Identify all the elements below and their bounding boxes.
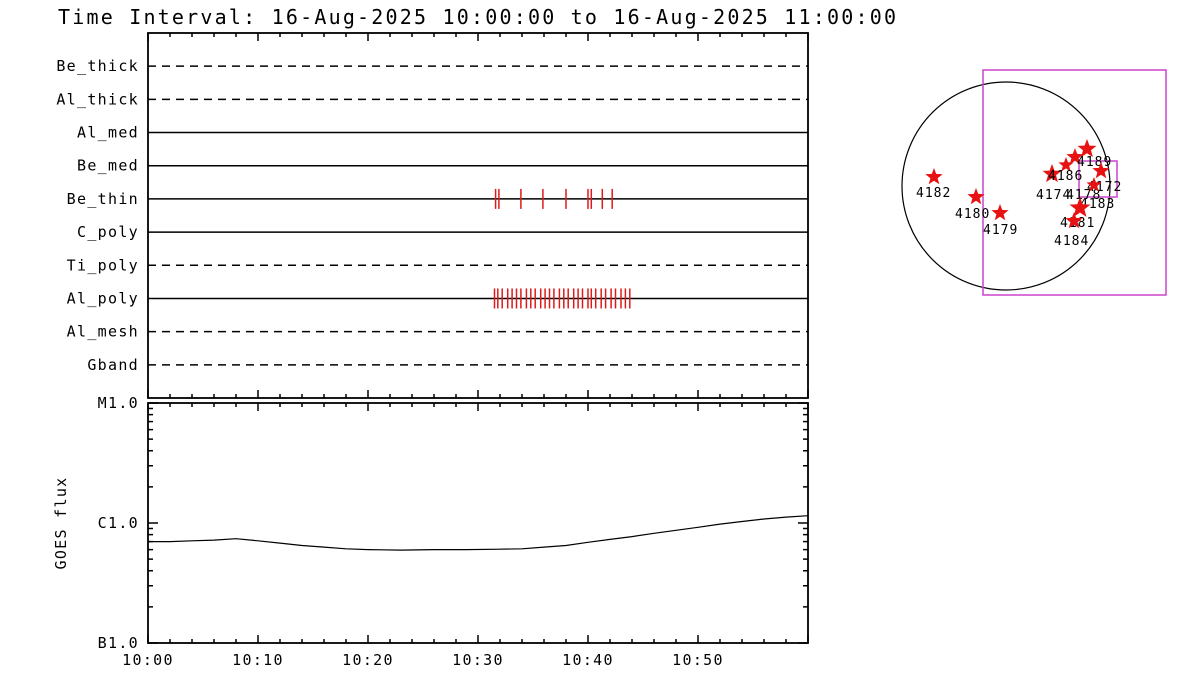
- active-region-star-4183: [1086, 177, 1102, 192]
- goes-x-label: 10:30: [452, 651, 504, 669]
- goes-y-label-B1.0: B1.0: [98, 634, 139, 652]
- goes-x-label: 10:40: [562, 651, 614, 669]
- goes-x-label: 10:50: [672, 651, 724, 669]
- active-region-star-4184: [1065, 212, 1083, 229]
- fov-box-1: [982, 69, 1167, 296]
- active-region-star-4182: [925, 168, 943, 185]
- goes-panel-border: [147, 402, 809, 644]
- active-region-star-4178: [1066, 148, 1084, 165]
- channel-label-Ti_poly: Ti_poly: [67, 256, 139, 274]
- channel-label-Al_poly: Al_poly: [67, 289, 139, 307]
- active-region-label-4186: 4186: [1048, 169, 1083, 184]
- channel-label-Gband: Gband: [87, 356, 139, 374]
- time-interval-title: Time Interval: 16-Aug-2025 10:00:00 to 1…: [58, 5, 899, 29]
- channel-label-C_poly: C_poly: [77, 223, 139, 241]
- active-region-label-4183: 4183: [1080, 197, 1115, 212]
- active-region-label-4184: 4184: [1054, 234, 1089, 249]
- active-region-label-4189: 4189: [1077, 155, 1112, 170]
- active-region-star-4189: [1077, 139, 1097, 158]
- active-region-star-4179: [991, 204, 1009, 221]
- goes-y-label-M1.0: M1.0: [98, 394, 139, 412]
- channel-label-Al_thick: Al_thick: [56, 90, 139, 108]
- goes-flux-curve: [148, 515, 809, 551]
- active-region-label-4178: 4178: [1066, 188, 1101, 203]
- active-region-label-4174: 4174: [1036, 188, 1071, 203]
- goes-y-label-C1.0: C1.0: [98, 514, 139, 532]
- channel-label-Be_thin: Be_thin: [67, 190, 139, 208]
- solar-limb-circle: [901, 81, 1111, 291]
- fov-box-2: [1078, 160, 1118, 198]
- active-region-label-4180: 4180: [955, 207, 990, 222]
- active-region-label-4182: 4182: [916, 186, 951, 201]
- goes-x-label: 10:20: [342, 651, 394, 669]
- active-region-star-4172: [1092, 162, 1110, 179]
- channel-label-Al_med: Al_med: [77, 124, 139, 142]
- channel-label-Be_thick: Be_thick: [56, 57, 139, 75]
- channel-label-Be_med: Be_med: [77, 157, 139, 175]
- active-region-star-4174: [1042, 164, 1062, 183]
- goes-ylabel: GOES flux: [52, 477, 70, 570]
- active-region-star-4180: [967, 188, 985, 205]
- goes-x-label: 10:10: [232, 651, 284, 669]
- channel-label-Al_mesh: Al_mesh: [67, 323, 139, 341]
- goes-x-label: 10:00: [122, 651, 174, 669]
- timeline-panel-border: [147, 32, 809, 399]
- active-region-star-4181: [1069, 197, 1091, 217]
- active-region-label-4179: 4179: [983, 223, 1018, 238]
- active-region-star-4186: [1058, 157, 1074, 172]
